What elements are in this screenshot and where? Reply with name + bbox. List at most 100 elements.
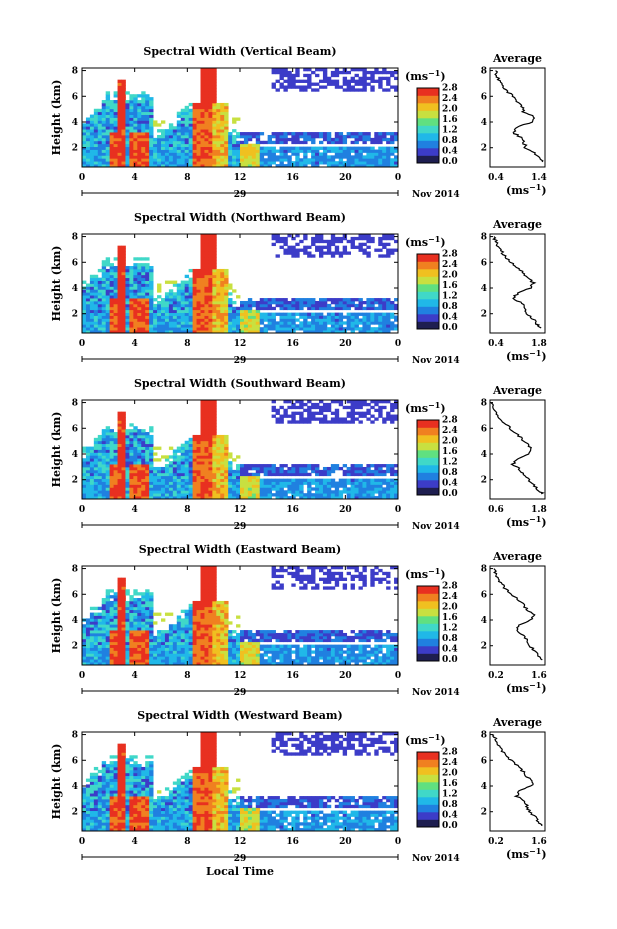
heatmap-cell: [212, 266, 217, 270]
heatmap-cell: [149, 472, 154, 477]
heatmap-cell: [184, 111, 190, 115]
heatmap-cell: [299, 140, 304, 145]
heatmap-cell: [220, 105, 225, 110]
heatmap-cell: [137, 496, 142, 500]
heatmap-cell: [93, 449, 99, 453]
heatmap-cell: [354, 79, 359, 83]
heatmap-cell: [172, 644, 178, 648]
heatmap-cell: [275, 466, 280, 471]
heatmap-cell: [145, 268, 150, 273]
heatmap-cell: [137, 490, 142, 494]
heatmap-cell: [101, 312, 107, 316]
heatmap-cell: [125, 603, 130, 608]
heatmap-cell: [105, 114, 111, 118]
heatmap-cell: [93, 149, 99, 153]
heatmap-cell: [105, 429, 111, 433]
heatmap-cell: [157, 496, 162, 500]
heatmap-cell: [330, 149, 336, 153]
heatmap-cell: [129, 644, 134, 648]
heatmap-cell: [216, 108, 221, 113]
heatmap-cell: [295, 472, 300, 477]
heatmap-cell: [137, 464, 142, 468]
heatmap-cell: [137, 458, 142, 462]
heatmap-cell: [89, 132, 95, 136]
heatmap-cell: [275, 300, 280, 305]
heatmap-cell: [105, 257, 111, 261]
heatmap-cell: [279, 414, 284, 418]
heatmap-cell: [85, 484, 91, 488]
heatmap-cell: [85, 490, 91, 494]
heatmap-cell: [133, 137, 138, 142]
heatmap-cell: [216, 295, 221, 299]
avg-y-tick-label: 4: [481, 450, 487, 460]
heatmap-cell: [204, 312, 209, 316]
heatmap-cell: [137, 466, 142, 471]
heatmap-cell: [315, 315, 320, 319]
heatmap-cell: [113, 627, 118, 631]
heatmap-cell: [212, 303, 217, 308]
heatmap-cell: [105, 446, 111, 450]
heatmap-cell: [287, 330, 292, 334]
heatmap-cell: [204, 102, 209, 107]
heatmap-cell: [315, 327, 320, 331]
heatmap-cell: [224, 143, 229, 148]
heatmap-cell: [212, 254, 217, 258]
heatmap-cell: [350, 414, 355, 418]
heatmap-cell: [311, 164, 316, 168]
heatmap-cell: [176, 647, 182, 651]
heatmap-cell: [82, 458, 87, 462]
heatmap-cell: [271, 85, 276, 89]
heatmap-cell: [141, 496, 146, 500]
heatmap-cell: [93, 443, 99, 447]
heatmap-cell: [382, 254, 387, 258]
heatmap-cell: [394, 472, 399, 477]
heatmap-cell: [315, 496, 320, 500]
heatmap-cell: [117, 321, 122, 325]
heatmap-cell: [208, 295, 213, 299]
heatmap-cell: [204, 120, 209, 124]
heatmap-cell: [386, 478, 391, 482]
heatmap-cell: [390, 152, 395, 156]
heatmap-cell: [200, 140, 205, 145]
heatmap-cell: [109, 443, 114, 447]
heatmap-cell: [121, 268, 126, 273]
heatmap-cell: [315, 234, 320, 238]
heatmap-cell: [271, 312, 276, 316]
heatmap-cell: [176, 472, 182, 477]
heatmap-cell: [299, 405, 304, 410]
heatmap-cell: [216, 437, 221, 442]
heatmap-cell: [382, 68, 387, 72]
heatmap-cell: [141, 644, 146, 648]
heatmap-cell: [370, 400, 375, 404]
heatmap-cell: [330, 327, 336, 331]
heatmap-cell: [101, 496, 107, 500]
heatmap-cell: [204, 437, 209, 442]
heatmap-cell: [386, 321, 391, 325]
heatmap-cell: [141, 286, 146, 290]
heatmap-cell: [354, 161, 359, 165]
heatmap-cell: [85, 662, 91, 666]
heatmap-cell: [141, 274, 146, 279]
heatmap-cell: [145, 164, 150, 168]
heatmap-cell: [330, 400, 336, 404]
heatmap-cell: [121, 82, 126, 86]
heatmap-cell: [204, 155, 209, 159]
heatmap-cell: [105, 496, 111, 500]
heatmap-cell: [212, 292, 217, 296]
heatmap-cell: [358, 161, 363, 165]
heatmap-cell: [176, 615, 182, 619]
heatmap-cell: [109, 641, 114, 646]
heatmap-cell: [145, 659, 150, 663]
heatmap-cell: [200, 490, 205, 494]
heatmap-cell: [121, 108, 126, 113]
heatmap-cell: [157, 490, 162, 494]
heatmap-cell: [350, 134, 355, 139]
heatmap-cell: [326, 298, 332, 302]
heatmap-cell: [117, 143, 122, 148]
heatmap-cell: [149, 469, 154, 474]
heatmap-cell: [374, 400, 379, 404]
heatmap-cell: [247, 143, 253, 148]
heatmap-cell: [378, 414, 383, 418]
heatmap-cell: [141, 309, 146, 314]
heatmap-cell: [307, 490, 312, 494]
